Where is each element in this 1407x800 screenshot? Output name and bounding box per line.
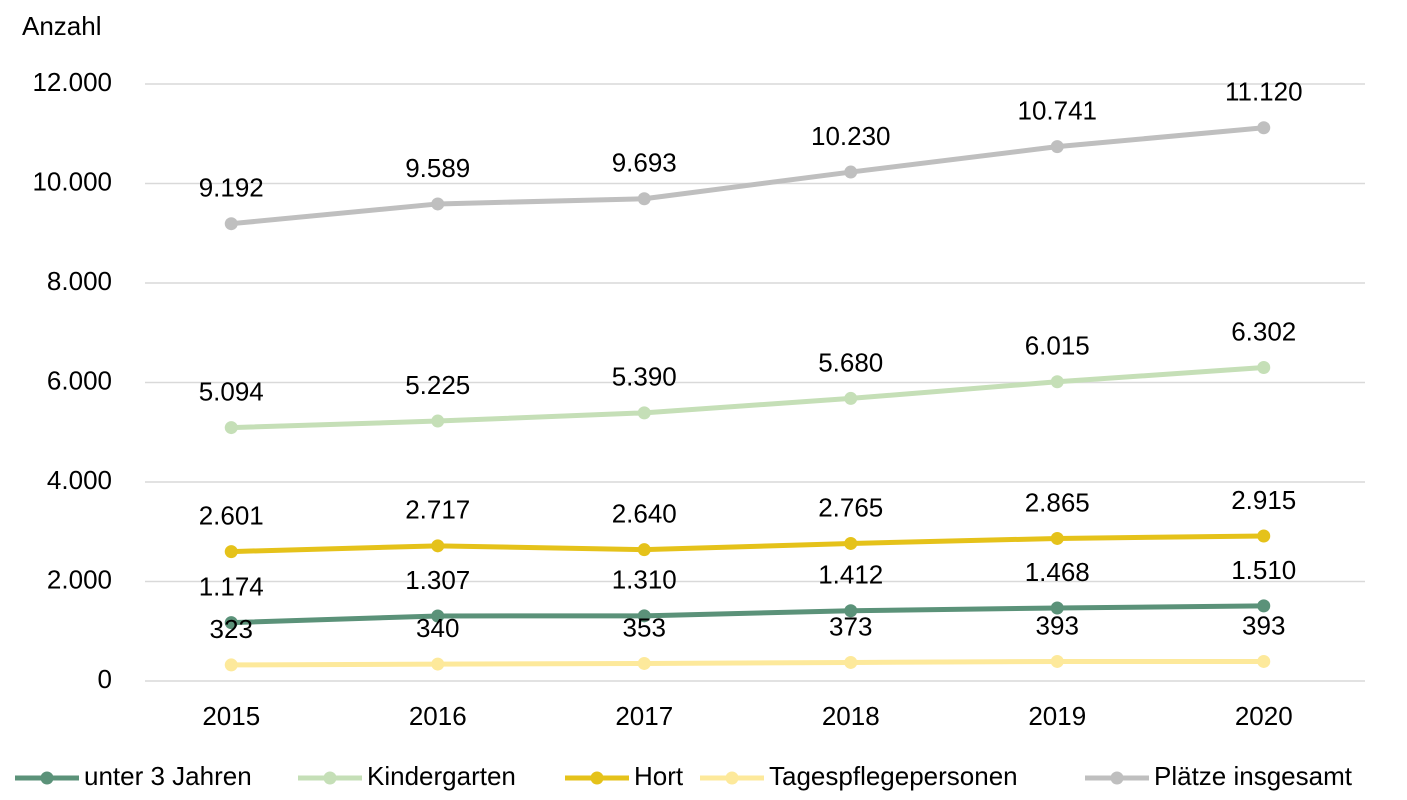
data-point bbox=[431, 657, 445, 671]
data-point bbox=[1050, 140, 1064, 154]
data-point bbox=[224, 616, 238, 630]
data-label: 9.693 bbox=[612, 148, 677, 178]
data-label: 1.307 bbox=[405, 565, 470, 595]
data-point bbox=[1257, 654, 1271, 668]
x-tick-label: 2020 bbox=[1235, 701, 1293, 731]
data-point bbox=[637, 406, 651, 420]
data-label: 353 bbox=[623, 612, 666, 642]
data-point bbox=[431, 539, 445, 553]
data-point bbox=[844, 536, 858, 550]
data-label: 5.680 bbox=[818, 347, 883, 377]
data-label: 1.412 bbox=[818, 560, 883, 590]
series-line bbox=[231, 658, 1264, 668]
y-tick-label: 6.000 bbox=[47, 365, 112, 395]
data-point bbox=[1257, 360, 1271, 374]
data-label: 5.094 bbox=[199, 376, 264, 406]
data-point bbox=[637, 192, 651, 206]
x-tick-label: 2017 bbox=[615, 701, 673, 731]
legend-label: Hort bbox=[634, 761, 684, 791]
data-point bbox=[637, 543, 651, 557]
data-point bbox=[1050, 375, 1064, 389]
legend-label: Tagespflegepersonen bbox=[769, 761, 1018, 791]
y-tick-label: 2.000 bbox=[47, 564, 112, 594]
series-line bbox=[231, 125, 1264, 227]
data-label: 2.640 bbox=[612, 499, 677, 529]
data-label: 5.225 bbox=[405, 370, 470, 400]
data-point bbox=[431, 197, 445, 211]
y-tick-label: 12.000 bbox=[32, 67, 112, 97]
data-point bbox=[844, 655, 858, 669]
x-tick-label: 2016 bbox=[409, 701, 467, 731]
data-point bbox=[1050, 654, 1064, 668]
data-label: 2.765 bbox=[818, 492, 883, 522]
legend-label: Kindergarten bbox=[367, 761, 516, 791]
data-label: 340 bbox=[416, 613, 459, 643]
data-point bbox=[1050, 531, 1064, 545]
data-point bbox=[844, 165, 858, 179]
data-point bbox=[431, 609, 445, 623]
data-label: 6.302 bbox=[1231, 316, 1296, 346]
data-label: 11.120 bbox=[1225, 77, 1303, 107]
data-label: 373 bbox=[829, 611, 872, 641]
series-line bbox=[231, 603, 1264, 626]
data-label: 9.589 bbox=[405, 153, 470, 183]
legend-marker bbox=[725, 771, 739, 785]
y-tick-label: 10.000 bbox=[32, 166, 112, 196]
x-tick-label: 2018 bbox=[822, 701, 880, 731]
y-tick-label: 0 bbox=[98, 664, 112, 694]
data-label: 1.310 bbox=[612, 565, 677, 595]
data-label: 393 bbox=[1036, 610, 1079, 640]
data-point bbox=[224, 421, 238, 435]
data-label: 1.510 bbox=[1231, 555, 1296, 585]
data-point bbox=[431, 414, 445, 428]
data-point bbox=[844, 604, 858, 618]
data-point bbox=[224, 658, 238, 672]
data-point bbox=[844, 391, 858, 405]
y-tick-label: 4.000 bbox=[47, 465, 112, 495]
legend-label: Plätze insgesamt bbox=[1154, 761, 1353, 791]
series-line bbox=[231, 364, 1264, 431]
data-label: 2.865 bbox=[1025, 487, 1090, 517]
data-label: 1.468 bbox=[1025, 557, 1090, 587]
x-tick-label: 2015 bbox=[202, 701, 260, 731]
data-label: 6.015 bbox=[1025, 331, 1090, 361]
data-label: 1.174 bbox=[199, 571, 264, 601]
data-point bbox=[1257, 121, 1271, 135]
data-label: 2.601 bbox=[199, 500, 264, 530]
data-label: 10.741 bbox=[1017, 96, 1097, 126]
x-tick-label: 2019 bbox=[1028, 701, 1086, 731]
data-point bbox=[224, 217, 238, 231]
data-label: 5.390 bbox=[612, 362, 677, 392]
legend-marker bbox=[40, 771, 54, 785]
data-point bbox=[224, 545, 238, 559]
y-tick-label: 8.000 bbox=[47, 266, 112, 296]
data-point bbox=[1257, 599, 1271, 613]
data-label: 393 bbox=[1242, 610, 1285, 640]
data-point bbox=[1050, 601, 1064, 615]
legend-marker bbox=[323, 771, 337, 785]
data-label: 10.230 bbox=[811, 121, 891, 151]
data-point bbox=[1257, 529, 1271, 543]
data-label: 2.915 bbox=[1231, 485, 1296, 515]
series-line bbox=[231, 533, 1264, 555]
data-point bbox=[637, 656, 651, 670]
data-label: 9.192 bbox=[199, 173, 264, 203]
y-axis-label: Anzahl bbox=[22, 11, 102, 41]
legend-marker bbox=[590, 771, 604, 785]
data-label: 2.717 bbox=[405, 495, 470, 525]
data-point bbox=[637, 609, 651, 623]
data-label: 323 bbox=[210, 614, 253, 644]
legend-label: unter 3 Jahren bbox=[84, 761, 252, 791]
legend-marker bbox=[1110, 771, 1124, 785]
